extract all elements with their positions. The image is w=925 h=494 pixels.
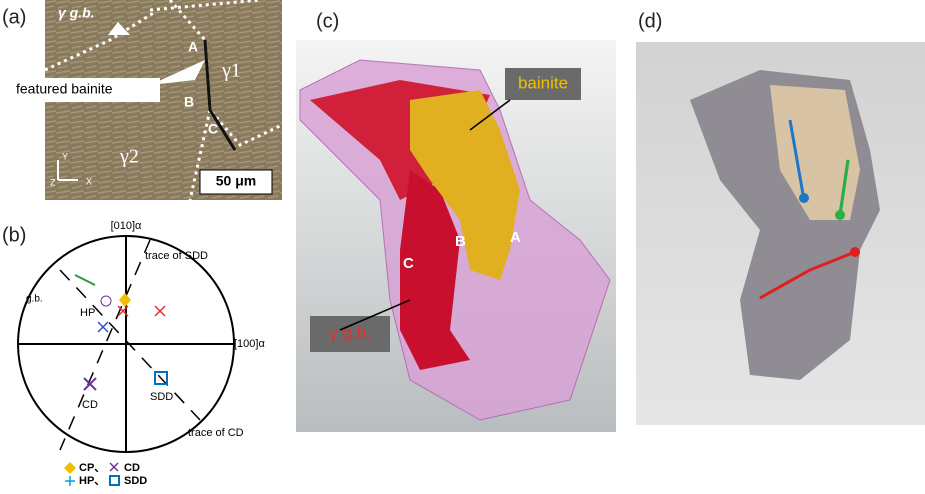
text: Y: [62, 151, 68, 161]
micrograph: [10, 0, 282, 200]
render-3d: [636, 42, 925, 425]
text: γ1: [221, 60, 241, 82]
panel-label: (a): [2, 6, 26, 28]
text: SDD: [150, 391, 173, 403]
text: trace of CD: [188, 427, 244, 439]
text: γ g.b.: [58, 5, 95, 21]
legend-label: CP、: [79, 462, 105, 474]
text: [100]α: [234, 338, 265, 350]
text: HP: [80, 307, 95, 319]
text: B: [184, 94, 194, 110]
scale-bar-label: 50 μm: [216, 173, 256, 189]
text: g.b.: [26, 294, 43, 305]
text: CD: [82, 399, 98, 411]
legend-label: HP、: [79, 475, 105, 487]
text: C: [208, 121, 218, 137]
text: A: [188, 39, 198, 55]
panel-label: (b): [2, 224, 26, 246]
text: trace of SDD: [145, 250, 208, 262]
text: bainite: [518, 73, 568, 92]
text: A: [510, 229, 521, 246]
text: B: [455, 233, 466, 250]
panel-label: (c): [316, 10, 339, 32]
figure: (a) γ g.b. A B C featured bainite γ1 γ2 …: [0, 0, 925, 489]
text: Z: [50, 177, 56, 187]
legend-label: CD: [124, 462, 140, 474]
text: X: [86, 176, 92, 186]
text: γ2: [119, 146, 139, 168]
legend-label: SDD: [124, 475, 147, 487]
stereographic-projection: [18, 236, 234, 452]
panel-label: (d): [638, 10, 662, 32]
text: γ g.b.: [329, 323, 371, 342]
text: [010]α: [111, 220, 142, 232]
text: C: [403, 255, 414, 272]
text: featured bainite: [16, 81, 113, 97]
